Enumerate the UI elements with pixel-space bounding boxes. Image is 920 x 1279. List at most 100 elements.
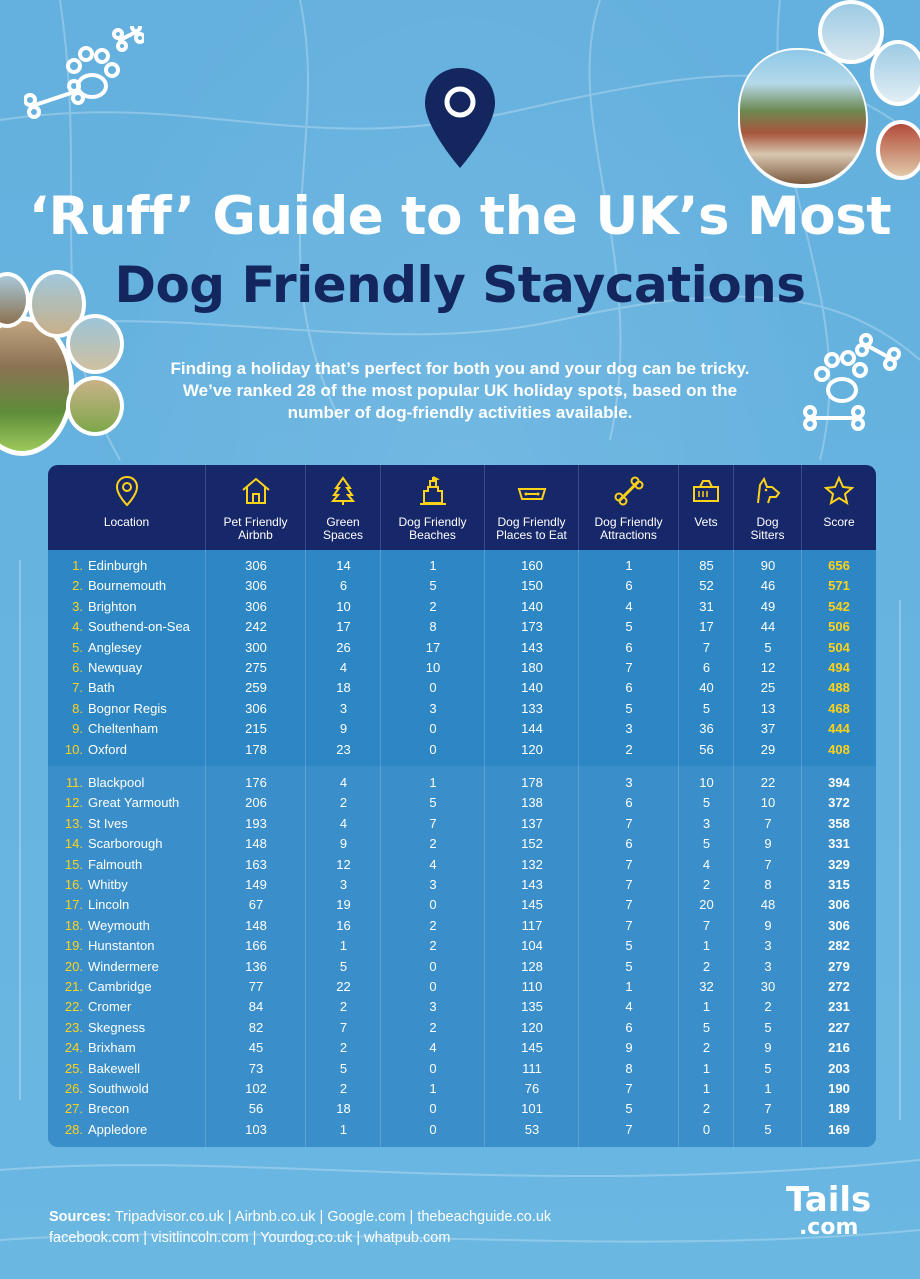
rank: 25.: [64, 1060, 83, 1076]
score-cell: 315: [828, 877, 850, 892]
score-cell: 231: [828, 999, 850, 1015]
value-cell: 3: [429, 999, 437, 1015]
location-cell: 20. Windermere: [48, 957, 206, 977]
value-cell: 300: [245, 639, 267, 655]
value-cell: 16: [336, 917, 351, 933]
value-cell: 275: [245, 660, 267, 675]
value-cell: 1: [429, 558, 437, 573]
rank: 20.: [64, 958, 83, 974]
table-row: 22. Cromer 84 2 3 135 4 1 2 231: [48, 997, 876, 1017]
location-cell: 23. Skegness: [48, 1018, 206, 1038]
value-cell: 29: [760, 741, 776, 757]
value-cell: 1: [339, 1121, 348, 1137]
top-ten-group: 1. Edinburgh 306 14 1 160 1 85 90 656 2. Bournemout…: [48, 550, 876, 766]
value-cell: 5: [702, 836, 711, 852]
value-cell: 7: [625, 1081, 633, 1096]
table-row: 1. Edinburgh 306 14 1 160 1 85 90 656: [48, 556, 876, 576]
value-cell: 163: [245, 856, 267, 872]
rank: 28.: [64, 1121, 83, 1137]
score-cell: 504: [828, 639, 850, 655]
value-cell: 128: [521, 958, 543, 974]
value-cell: 30: [760, 979, 776, 994]
value-cell: 8: [764, 877, 772, 892]
intro-text: Finding a holiday that’s perfect for bot…: [170, 359, 750, 422]
dog-bowl-icon: [516, 475, 548, 507]
column-header-2: Green Spaces: [306, 465, 381, 550]
value-cell: 2: [702, 1101, 711, 1117]
column-label-line: Dog Friendly: [497, 515, 566, 529]
location-name: Weymouth: [88, 917, 150, 933]
column-header-4: Dog Friendly Places to Eat: [485, 465, 579, 550]
map-pin-icon: [111, 475, 143, 507]
value-cell: 137: [521, 815, 543, 831]
value-cell: 2: [429, 836, 437, 852]
rank: 11.: [65, 775, 83, 790]
table-row: 23. Skegness 82 7 2 120 6 5 5 227: [48, 1018, 876, 1038]
tails-logo: Tails .com: [786, 1183, 871, 1239]
location-name: Bognor Regis: [88, 700, 167, 716]
value-cell: 120: [521, 741, 543, 757]
value-cell: 120: [521, 1019, 543, 1035]
score-cell: 279: [828, 958, 850, 974]
location-name: Southwold: [88, 1081, 149, 1096]
column-divider: [679, 550, 734, 766]
value-cell: 1: [702, 938, 711, 954]
value-cell: 7: [625, 660, 633, 675]
score-cell: 306: [828, 897, 850, 913]
value-cell: 132: [521, 856, 543, 872]
value-cell: 144: [521, 721, 543, 737]
value-cell: 56: [248, 1101, 264, 1117]
score-cell: 203: [828, 1060, 850, 1076]
table-row: 18. Weymouth 148 16 2 117 7 7 9 306: [48, 916, 876, 936]
table-row: 21. Cambridge 77 22 0 110 1 32 30 272: [48, 977, 876, 997]
score-cell: 216: [828, 1040, 850, 1056]
value-cell: 76: [524, 1081, 540, 1096]
score-cell: 358: [828, 815, 850, 831]
value-cell: 173: [521, 619, 543, 635]
location-cell: 1. Edinburgh: [48, 556, 206, 576]
paw-toe-photo: [876, 120, 920, 180]
value-cell: 18: [336, 680, 351, 696]
value-cell: 1: [702, 1081, 711, 1096]
logo-line-2: .com: [798, 1215, 859, 1240]
column-divider: [579, 766, 679, 1147]
location-name: Bournemouth: [88, 578, 167, 594]
value-cell: 8: [625, 1060, 633, 1076]
column-divider: [485, 550, 579, 766]
column-divider: [381, 766, 485, 1147]
value-cell: 6: [702, 660, 711, 675]
value-cell: 0: [429, 897, 437, 913]
value-cell: 7: [625, 877, 633, 892]
value-cell: 3: [702, 815, 711, 831]
ranking-table: Location Pet Friendly Airbnb Green Spaces Dog…: [48, 465, 876, 1147]
value-cell: 90: [760, 558, 776, 573]
column-divider: [579, 550, 679, 766]
value-cell: 10: [425, 660, 441, 675]
table-row: 25. Bakewell 73 5 0 111 8 1 5 203: [48, 1059, 876, 1079]
location-cell: 21. Cambridge: [48, 977, 206, 997]
column-divider: [206, 766, 306, 1147]
location-name: Oxford: [88, 741, 128, 757]
score-cell: 169: [828, 1121, 850, 1137]
score-cell: 488: [828, 680, 850, 696]
location-cell: 12. Great Yarmouth: [48, 793, 206, 813]
value-cell: 17: [699, 619, 714, 635]
column-divider: [48, 550, 206, 766]
value-cell: 5: [625, 1101, 633, 1117]
table-row: 9. Cheltenham 215 9 0 144 3 36 37 444: [48, 719, 876, 739]
value-cell: 5: [702, 1019, 711, 1035]
paw-toe-photo: [66, 314, 124, 374]
value-cell: 9: [764, 1040, 772, 1056]
value-cell: 77: [248, 979, 264, 994]
column-header-5: Dog Friendly Attractions: [579, 465, 679, 550]
value-cell: 3: [339, 700, 348, 716]
column-label-line: Places to Eat: [496, 528, 567, 542]
value-cell: 103: [245, 1121, 267, 1137]
value-cell: 0: [429, 1060, 437, 1076]
rank: 18.: [64, 917, 83, 933]
table-row: 6. Newquay 275 4 10 180 7 6 12 494: [48, 658, 876, 678]
score-cell: 394: [828, 775, 850, 790]
column-label-line: Score: [823, 515, 855, 529]
column-label-line: Green: [326, 515, 360, 529]
